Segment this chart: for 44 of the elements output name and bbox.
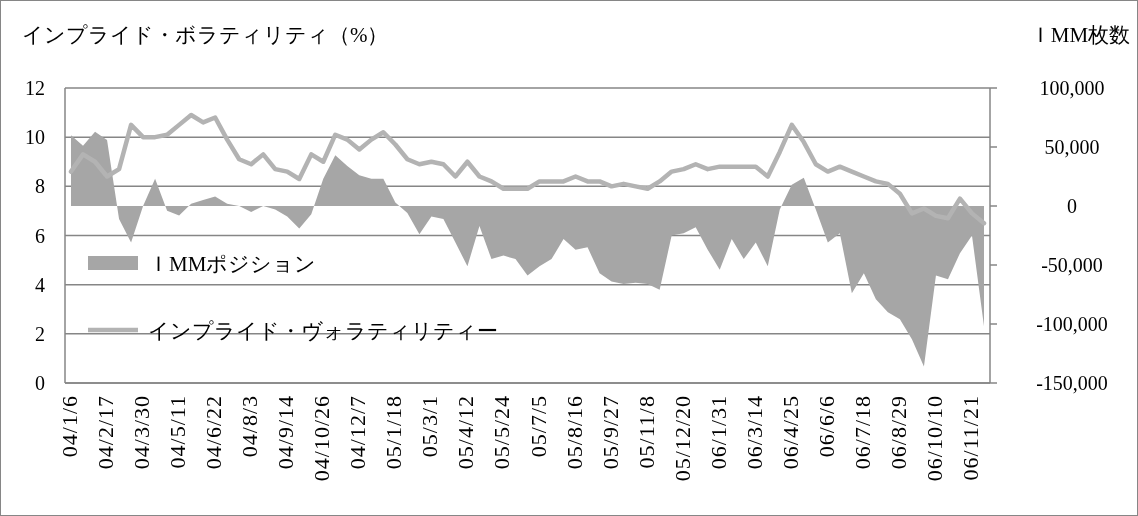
y-tick-label: 8 xyxy=(35,175,45,198)
x-tick-label: 05/7/5 xyxy=(525,395,551,458)
legend-label: ＩMMポジション xyxy=(148,252,317,276)
y-axis-title: インプライド・ボラティリティ（%） xyxy=(22,23,389,47)
x-tick-label: 05/4/12 xyxy=(453,395,479,470)
y2-tick-label: -50,000 xyxy=(1041,254,1103,276)
y2-axis-title: ＩMM枚数 xyxy=(1029,23,1131,47)
x-tick-label: 04/9/14 xyxy=(273,395,299,470)
x-tick-label: 06/11/21 xyxy=(957,395,983,481)
y-tick-label: 2 xyxy=(35,322,45,345)
x-tick-label: 06/10/10 xyxy=(921,395,947,482)
x-tick-label: 05/5/24 xyxy=(489,395,515,470)
x-tick-label: 05/1/18 xyxy=(381,395,407,470)
x-tick-label: 04/8/3 xyxy=(237,395,263,458)
y2-tick-label: -150,000 xyxy=(1036,372,1108,394)
y2-tick-label: -100,000 xyxy=(1036,313,1108,335)
x-tick-label: 06/1/31 xyxy=(705,395,731,470)
y-tick-label: 0 xyxy=(35,372,45,394)
y-tick-label: 12 xyxy=(25,77,45,99)
x-tick-label: 06/4/25 xyxy=(777,395,803,470)
y2-tick-label: 100,000 xyxy=(1039,77,1105,99)
x-tick-label: 05/8/16 xyxy=(561,395,587,470)
x-tick-label: 05/3/1 xyxy=(417,395,443,458)
x-tick-label: 04/1/6 xyxy=(57,395,83,458)
x-tick-label: 06/3/14 xyxy=(741,395,767,470)
y-tick-label: 10 xyxy=(25,126,45,149)
x-tick-label: 06/6/6 xyxy=(813,395,839,458)
x-tick-label: 04/5/11 xyxy=(165,395,191,469)
y2-tick-label: 50,000 xyxy=(1044,136,1100,158)
x-tick-label: 05/11/8 xyxy=(633,395,659,469)
y2-tick-label: 0 xyxy=(1067,195,1077,217)
x-tick-label: 04/3/30 xyxy=(129,395,155,470)
x-tick-label: 04/2/17 xyxy=(93,395,119,470)
x-tick-label: 04/10/26 xyxy=(309,395,335,482)
line-series xyxy=(68,112,987,226)
x-tick-label: 05/9/27 xyxy=(597,395,623,470)
y-tick-label: 4 xyxy=(35,273,45,296)
x-tick-label: 05/12/20 xyxy=(669,395,695,482)
y-tick-label: 6 xyxy=(35,224,45,247)
legend-label: インプライド・ヴォラティリティー xyxy=(148,319,498,343)
x-tick-label: 04/6/22 xyxy=(201,395,227,470)
x-tick-label: 06/7/18 xyxy=(849,395,875,470)
x-tick-label: 04/12/7 xyxy=(345,395,371,470)
x-tick-label: 06/8/29 xyxy=(885,395,911,470)
